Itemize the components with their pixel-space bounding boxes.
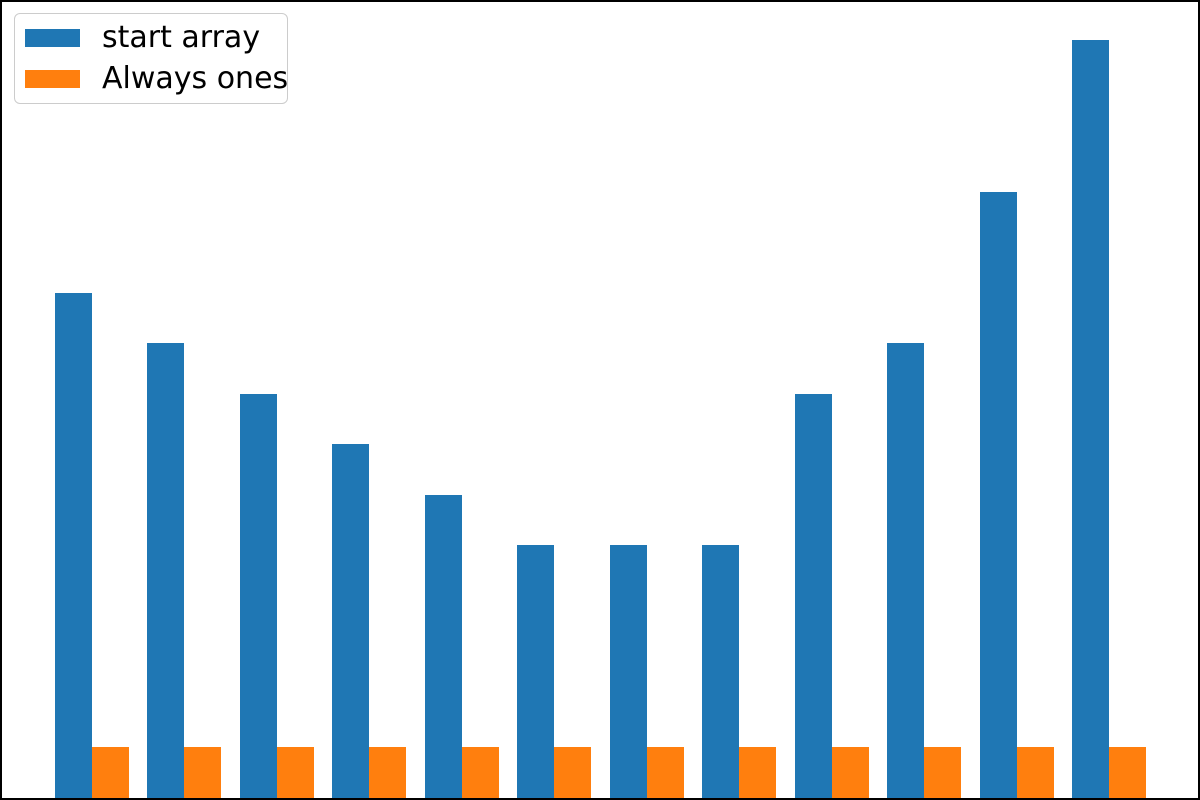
- bar-start-array-9: [794, 394, 832, 798]
- bar-start-array-10: [887, 343, 925, 798]
- bar-start-array-2: [147, 343, 185, 798]
- bar-start-array-11: [979, 192, 1017, 798]
- bar-start-array-12: [1071, 40, 1109, 798]
- bar-always-ones-2: [184, 747, 222, 798]
- legend-swatch-start-array-icon: [25, 29, 80, 48]
- bar-start-array-8: [702, 545, 740, 798]
- legend-label-start-array: start array: [102, 20, 261, 56]
- bar-always-ones-12: [1108, 747, 1146, 798]
- bar-always-ones-10: [924, 747, 962, 798]
- bar-start-array-3: [239, 394, 277, 798]
- bar-always-ones-1: [92, 747, 129, 798]
- bar-start-array-5: [424, 495, 462, 798]
- bar-always-ones-9: [831, 747, 869, 798]
- bar-always-ones-6: [554, 747, 592, 798]
- bar-start-array-1: [55, 293, 92, 798]
- bar-start-array-7: [609, 545, 647, 798]
- bar-always-ones-4: [369, 747, 407, 798]
- legend-item-start-array: start array: [25, 18, 277, 59]
- bar-always-ones-3: [276, 747, 314, 798]
- legend-item-always-ones: Always ones: [25, 59, 288, 100]
- bar-always-ones-7: [646, 747, 684, 798]
- bar-always-ones-5: [461, 747, 499, 798]
- bar-always-ones-8: [739, 747, 777, 798]
- legend: start array Always ones: [14, 13, 288, 104]
- legend-label-always-ones: Always ones: [102, 60, 289, 96]
- bar-always-ones-11: [1016, 747, 1054, 798]
- bar-start-array-4: [332, 444, 370, 798]
- legend-swatch-always-ones-icon: [25, 69, 80, 88]
- bar-start-array-6: [517, 545, 555, 798]
